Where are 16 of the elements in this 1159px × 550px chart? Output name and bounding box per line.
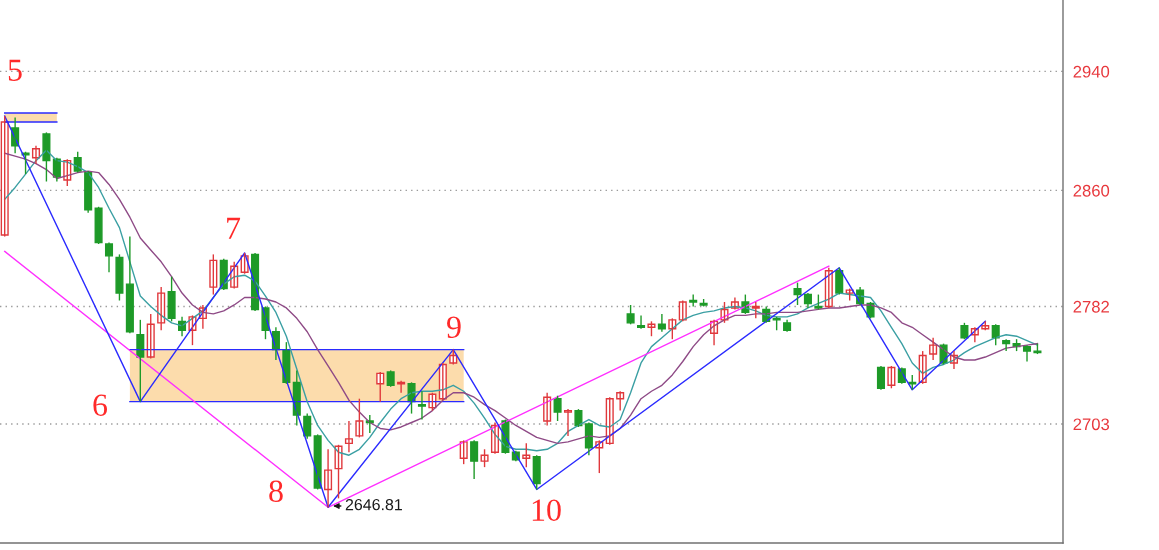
annotation: 6: [93, 394, 108, 416]
candlestick: [793, 281, 802, 306]
y-tick-label: 2703: [1073, 418, 1110, 431]
annotation: 5: [8, 59, 22, 81]
annotation: 10: [532, 499, 561, 521]
y-tick-label: 2782: [1073, 300, 1109, 313]
candlestick: [376, 371, 385, 403]
y-tick-label: 2940: [1073, 65, 1110, 78]
annotation: 8: [269, 480, 283, 502]
annotation: 9: [447, 316, 461, 338]
annotation: 7: [227, 217, 241, 239]
candlestick: [334, 444, 343, 500]
candlestick: [355, 398, 364, 439]
annotation: 2646.81: [345, 498, 402, 511]
candlestick: [626, 304, 635, 326]
y-tick-label: 2860: [1073, 184, 1110, 197]
